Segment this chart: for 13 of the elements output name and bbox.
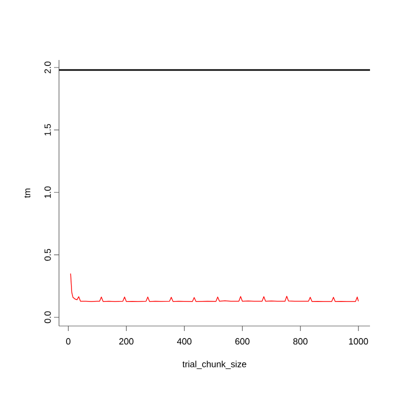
y-tick-label: 1.0: [44, 186, 51, 198]
y-axis-title: tm: [24, 188, 30, 198]
x-tick-label: 0: [66, 338, 70, 345]
x-axis-title: trial_chunk_size: [182, 360, 246, 369]
y-tick-label: 0.5: [44, 248, 51, 261]
x-tick-label: 200: [119, 338, 134, 345]
y-tick-label: 0.0: [44, 311, 51, 324]
x-tick-label: 400: [177, 338, 192, 345]
x-tick-label: 600: [235, 338, 250, 345]
y-tick-label: 1.5: [44, 124, 51, 136]
y-tick-label: 2.0: [44, 62, 51, 74]
x-tick-label: 1000: [349, 338, 368, 345]
x-tick-label: 800: [293, 338, 308, 345]
